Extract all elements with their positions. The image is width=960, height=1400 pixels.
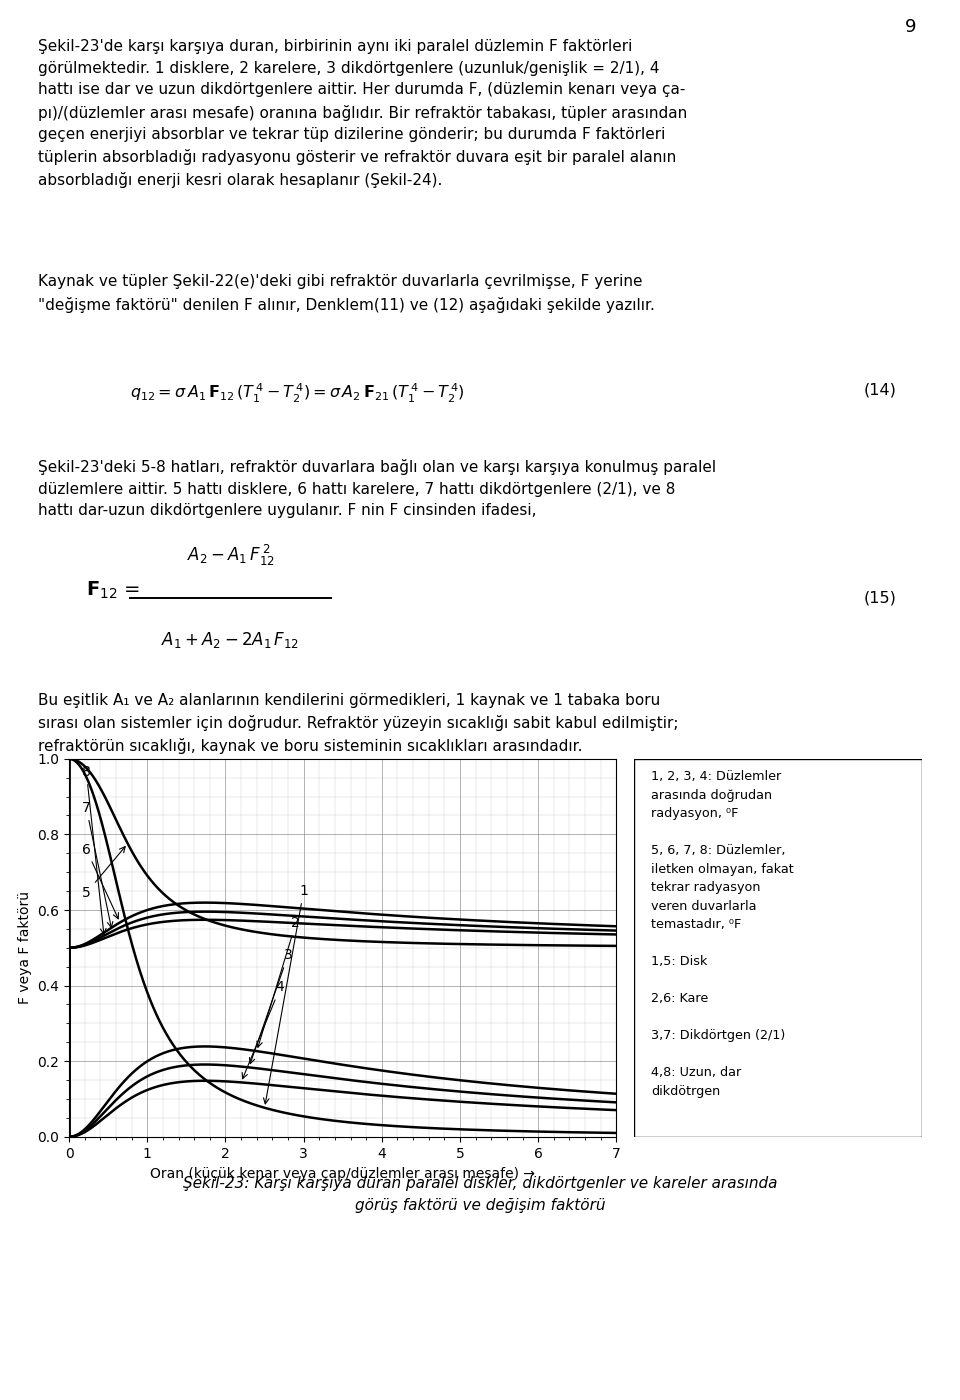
Text: (15): (15) <box>864 591 897 605</box>
Text: Şekil-23'de karşı karşıya duran, birbirinin aynı iki paralel düzlemin F faktörle: Şekil-23'de karşı karşıya duran, birbiri… <box>38 39 687 189</box>
Text: 2: 2 <box>257 916 300 1047</box>
Y-axis label: F veya F faktörü: F veya F faktörü <box>18 892 32 1004</box>
Text: $A_1 + A_2 - 2A_1\, F_{12}$: $A_1 + A_2 - 2A_1\, F_{12}$ <box>161 630 300 650</box>
Text: Şekil-23'deki 5-8 hatları, refraktör duvarlara bağlı olan ve karşı karşıya konul: Şekil-23'deki 5-8 hatları, refraktör duv… <box>38 459 716 518</box>
Text: 4: 4 <box>242 980 284 1078</box>
Text: 5: 5 <box>82 847 125 900</box>
Text: Şekil-23: Karşı karşıya duran paralel diskler, dikdörtgenler ve kareler arasında: Şekil-23: Karşı karşıya duran paralel di… <box>182 1176 778 1212</box>
Text: 7: 7 <box>82 801 113 927</box>
X-axis label: Oran (küçük kenar veya çap/düzlemler arası mesafe) →: Oran (küçük kenar veya çap/düzlemler ara… <box>150 1168 536 1182</box>
Text: 9: 9 <box>905 18 917 36</box>
Text: 6: 6 <box>82 843 118 918</box>
Text: (14): (14) <box>864 382 897 398</box>
Text: Bu eşitlik A₁ ve A₂ alanlarının kendilerini görmedikleri, 1 kaynak ve 1 tabaka b: Bu eşitlik A₁ ve A₂ alanlarının kendiler… <box>38 693 679 755</box>
Text: 3: 3 <box>250 948 293 1064</box>
Text: $\mathbf{F}_{12}$ =: $\mathbf{F}_{12}$ = <box>86 580 140 602</box>
Text: Kaynak ve tüpler Şekil-22(e)'deki gibi refraktör duvarlarla çevrilmişse, F yerin: Kaynak ve tüpler Şekil-22(e)'deki gibi r… <box>38 274 656 312</box>
Text: 8: 8 <box>82 764 106 934</box>
Text: $q_{12} = \sigma\, A_1\, \mathbf{F}_{12}\, (T_1^{\,4} - T_2^{\,4}) = \sigma\, A_: $q_{12} = \sigma\, A_1\, \mathbf{F}_{12}… <box>130 382 465 406</box>
Text: 1: 1 <box>263 885 308 1103</box>
Text: 1, 2, 3, 4: Düzlemler
arasında doğrudan
radyasyon, ⁰F

5, 6, 7, 8: Düzlemler,
il: 1, 2, 3, 4: Düzlemler arasında doğrudan … <box>651 770 794 1098</box>
Text: $A_2 - A_1\, F^{\,2}_{12}$: $A_2 - A_1\, F^{\,2}_{12}$ <box>186 543 275 568</box>
